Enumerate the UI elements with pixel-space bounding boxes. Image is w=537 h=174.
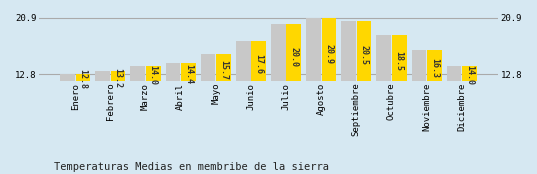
Bar: [306, 18, 321, 83]
Bar: [357, 21, 372, 83]
Bar: [322, 18, 336, 83]
Text: 18.5: 18.5: [395, 51, 404, 71]
Bar: [111, 72, 126, 83]
Bar: [376, 34, 391, 83]
Text: Temperaturas Medias en membribe de la sierra: Temperaturas Medias en membribe de la si…: [54, 162, 329, 172]
Text: 14.0: 14.0: [465, 65, 474, 85]
Bar: [341, 21, 356, 83]
Bar: [236, 41, 251, 83]
Text: 14.0: 14.0: [149, 65, 158, 85]
Bar: [286, 24, 301, 83]
Bar: [95, 72, 110, 83]
Text: 12.8: 12.8: [78, 69, 88, 89]
Bar: [181, 63, 196, 83]
Bar: [392, 34, 407, 83]
Bar: [427, 50, 442, 83]
Bar: [447, 66, 461, 83]
Bar: [216, 54, 231, 83]
Bar: [130, 66, 145, 83]
Bar: [251, 41, 266, 83]
Text: 13.2: 13.2: [114, 68, 122, 88]
Bar: [462, 66, 477, 83]
Text: 17.6: 17.6: [254, 54, 263, 74]
Text: 20.9: 20.9: [324, 44, 333, 64]
Text: 16.3: 16.3: [430, 58, 439, 78]
Bar: [60, 74, 75, 83]
Text: 20.5: 20.5: [360, 45, 368, 65]
Text: 20.0: 20.0: [289, 47, 298, 67]
Bar: [411, 50, 426, 83]
Bar: [201, 54, 215, 83]
Bar: [165, 63, 180, 83]
Text: 15.7: 15.7: [219, 60, 228, 80]
Bar: [76, 74, 90, 83]
Bar: [146, 66, 161, 83]
Text: 14.4: 14.4: [184, 64, 193, 84]
Bar: [271, 24, 286, 83]
